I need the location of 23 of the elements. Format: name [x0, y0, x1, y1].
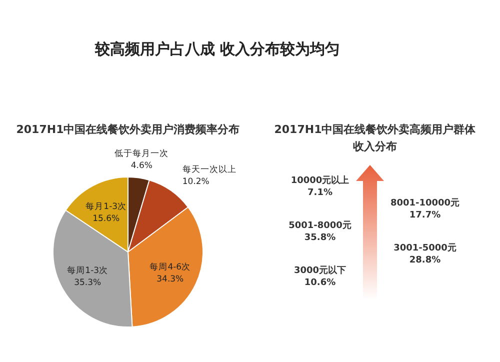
data-label: 17.7% [409, 210, 441, 220]
slice-label: 每周1-3次 [67, 265, 108, 276]
text: 较高频用户占八成 收入分布较为均匀 [94, 40, 340, 58]
category-label: 3001-5000元 [394, 242, 456, 254]
chart-title: 2017H1中国在线餐饮外卖用户消费频率分布 [16, 123, 240, 136]
data-label: 35.8% [304, 233, 336, 243]
data-label: 10.6% [304, 278, 336, 288]
slice-label: 每周4-6次 [150, 262, 191, 273]
data-label: 4.6% [130, 160, 152, 171]
data-label: 10.2% [182, 177, 210, 188]
data-label: 7.1% [308, 188, 332, 198]
text: 2017H1中国在线餐饮外卖高频用户群体收入分布 [274, 123, 477, 153]
slice-label: 低于每月一次 [114, 148, 169, 159]
data-label: 34.3% [156, 274, 184, 285]
slice-label: 每天一次以上 [182, 164, 236, 176]
category-label: 8001-10000元 [390, 198, 460, 208]
data-label: 35.3% [74, 278, 102, 288]
data-label: 28.8% [409, 256, 441, 266]
category-label: 10000元以上 [290, 175, 350, 186]
slice-label: 每月1-3次 [86, 200, 127, 212]
category-label: 5001-8000元 [288, 220, 352, 231]
data-label: 15.6% [92, 214, 120, 224]
category-label: 3000元以下 [294, 265, 346, 276]
